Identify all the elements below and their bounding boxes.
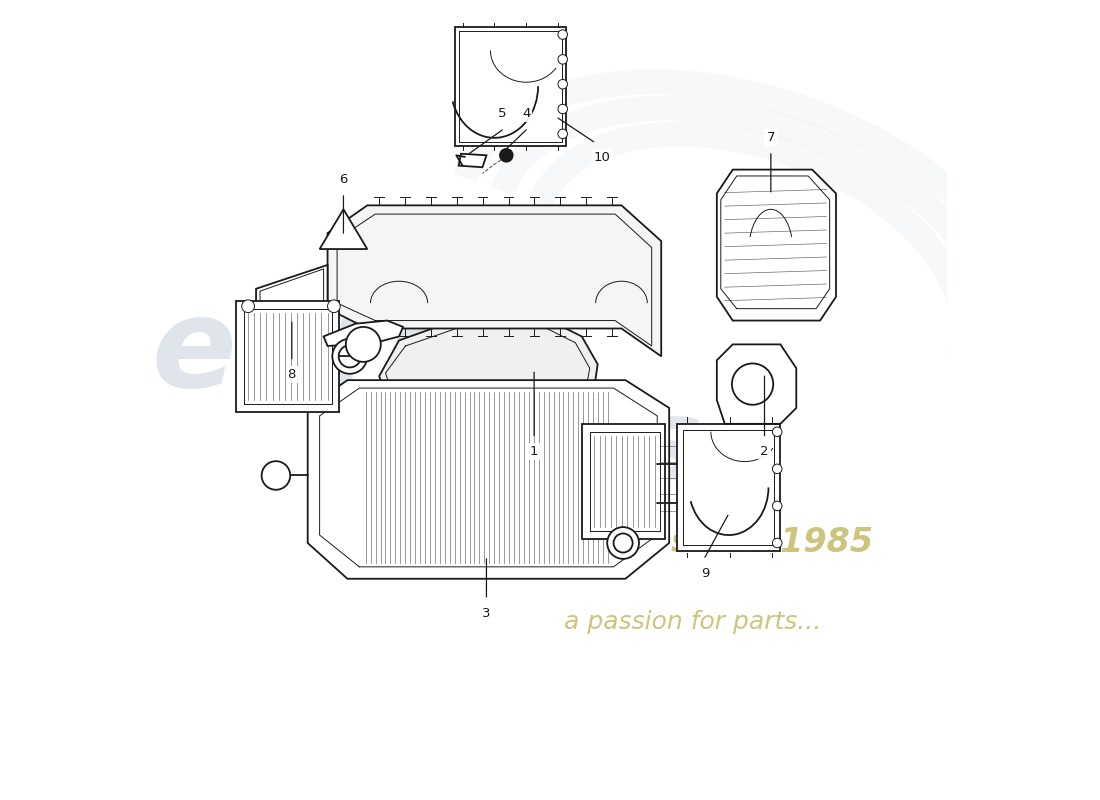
Text: 9: 9 [701, 567, 710, 580]
Polygon shape [459, 154, 486, 167]
Circle shape [558, 104, 568, 114]
Circle shape [242, 300, 254, 313]
Text: 8: 8 [287, 368, 296, 382]
Polygon shape [717, 344, 796, 424]
Polygon shape [582, 424, 665, 539]
Circle shape [339, 345, 361, 367]
Polygon shape [454, 26, 565, 146]
Text: 5: 5 [498, 107, 507, 120]
Circle shape [558, 54, 568, 64]
Circle shape [558, 79, 568, 89]
Polygon shape [379, 313, 597, 418]
Polygon shape [717, 170, 836, 321]
Circle shape [345, 327, 381, 362]
Text: 2: 2 [760, 446, 769, 458]
Circle shape [558, 30, 568, 39]
Circle shape [558, 129, 568, 138]
Polygon shape [256, 265, 328, 368]
Circle shape [772, 538, 782, 548]
Circle shape [499, 149, 513, 162]
Circle shape [332, 339, 367, 374]
Text: 6: 6 [339, 174, 348, 186]
Polygon shape [236, 301, 340, 412]
Circle shape [732, 363, 773, 405]
Circle shape [328, 300, 340, 313]
Circle shape [772, 464, 782, 474]
Polygon shape [323, 321, 403, 346]
Circle shape [772, 501, 782, 510]
Text: 7: 7 [767, 131, 775, 144]
Polygon shape [320, 210, 367, 249]
Circle shape [262, 461, 290, 490]
Circle shape [614, 534, 632, 553]
Text: 3: 3 [482, 606, 491, 619]
Text: 1: 1 [530, 446, 538, 458]
Text: parts: parts [366, 392, 703, 503]
Polygon shape [678, 424, 780, 551]
Polygon shape [328, 206, 661, 356]
Text: 10: 10 [594, 151, 610, 164]
Polygon shape [308, 380, 669, 578]
Circle shape [772, 427, 782, 437]
Text: 4: 4 [522, 107, 530, 120]
Text: euro: euro [151, 292, 472, 413]
Circle shape [607, 527, 639, 559]
Text: since 1985: since 1985 [671, 526, 873, 559]
Text: a passion for parts...: a passion for parts... [564, 610, 822, 634]
